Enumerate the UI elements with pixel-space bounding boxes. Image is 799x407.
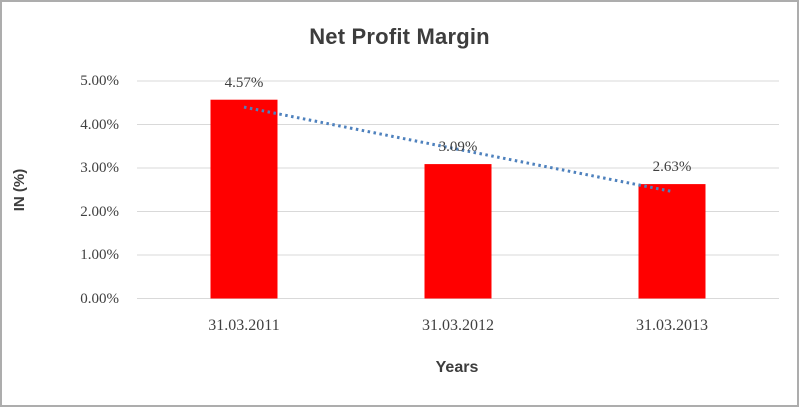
y-tick-label: 3.00%: [80, 160, 119, 176]
x-tick-label: 31.03.2012: [422, 317, 494, 334]
data-label: 2.63%: [652, 159, 692, 176]
y-tick-label: 2.00%: [80, 203, 119, 220]
bar-31.03.2013: [638, 184, 706, 299]
y-tick-label: 0.00%: [80, 290, 119, 307]
trendline: [243, 105, 673, 193]
chart-title: Net Profit Margin: [309, 24, 490, 49]
y-tick-label: 1.00%: [80, 247, 119, 263]
x-tick-label: 31.03.2013: [636, 317, 708, 334]
x-tick-label: 31.03.2011: [208, 317, 280, 334]
y-tick-label: 4.00%: [80, 116, 119, 133]
bar-31.03.2011: [210, 99, 278, 299]
data-label: 4.57%: [224, 74, 264, 91]
bar-31.03.2012: [424, 164, 492, 299]
y-tick-label: 5.00%: [80, 73, 119, 89]
x-axis-title: Years: [435, 359, 479, 376]
data-label: 3.09%: [438, 139, 478, 156]
